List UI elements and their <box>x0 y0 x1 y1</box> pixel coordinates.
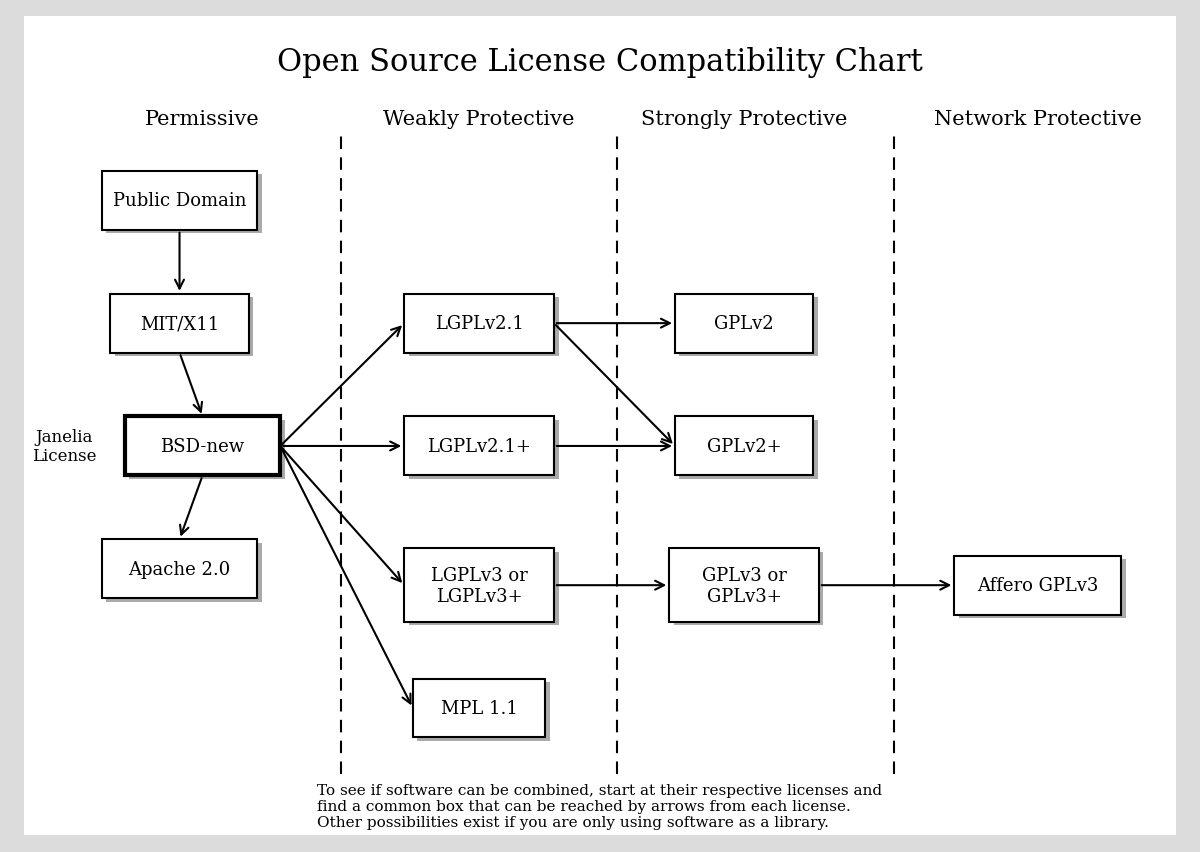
Text: LGPLv3 or
LGPLv3+: LGPLv3 or LGPLv3+ <box>431 566 528 605</box>
FancyBboxPatch shape <box>409 552 558 625</box>
FancyBboxPatch shape <box>674 294 814 354</box>
FancyBboxPatch shape <box>404 549 554 622</box>
FancyBboxPatch shape <box>679 420 817 479</box>
FancyBboxPatch shape <box>102 171 257 231</box>
Text: LGPLv2.1+: LGPLv2.1+ <box>427 437 530 456</box>
FancyBboxPatch shape <box>679 297 817 356</box>
FancyBboxPatch shape <box>409 420 558 479</box>
FancyBboxPatch shape <box>130 420 284 479</box>
Text: Affero GPLv3: Affero GPLv3 <box>977 577 1098 595</box>
FancyBboxPatch shape <box>413 679 545 738</box>
FancyBboxPatch shape <box>102 539 257 599</box>
Text: GPLv3 or
GPLv3+: GPLv3 or GPLv3+ <box>702 566 786 605</box>
FancyBboxPatch shape <box>404 294 554 354</box>
Text: Janelia
License: Janelia License <box>32 429 96 464</box>
Text: GPLv2: GPLv2 <box>714 314 774 333</box>
Text: Public Domain: Public Domain <box>113 192 246 210</box>
FancyBboxPatch shape <box>409 297 558 356</box>
FancyBboxPatch shape <box>418 682 550 741</box>
Text: GPLv2+: GPLv2+ <box>707 437 781 456</box>
FancyBboxPatch shape <box>674 417 814 476</box>
FancyBboxPatch shape <box>107 543 262 602</box>
Text: Open Source License Compatibility Chart: Open Source License Compatibility Chart <box>277 47 923 78</box>
Text: MPL 1.1: MPL 1.1 <box>440 699 517 717</box>
Text: Strongly Protective: Strongly Protective <box>641 110 847 129</box>
Text: Weakly Protective: Weakly Protective <box>383 110 575 129</box>
Text: MIT/X11: MIT/X11 <box>140 314 220 333</box>
FancyBboxPatch shape <box>115 297 253 356</box>
Text: Apache 2.0: Apache 2.0 <box>128 560 230 579</box>
FancyBboxPatch shape <box>404 417 554 476</box>
FancyBboxPatch shape <box>110 294 248 354</box>
FancyBboxPatch shape <box>24 17 1176 835</box>
Text: Permissive: Permissive <box>145 110 260 129</box>
Text: LGPLv2.1: LGPLv2.1 <box>434 314 523 333</box>
Text: To see if software can be combined, start at their respective licenses and
find : To see if software can be combined, star… <box>318 783 882 830</box>
FancyBboxPatch shape <box>125 417 281 476</box>
FancyBboxPatch shape <box>107 175 262 233</box>
Text: Network Protective: Network Protective <box>934 110 1141 129</box>
Text: BSD-new: BSD-new <box>161 437 245 456</box>
FancyBboxPatch shape <box>670 549 818 622</box>
FancyBboxPatch shape <box>673 552 823 625</box>
FancyBboxPatch shape <box>954 556 1121 615</box>
FancyBboxPatch shape <box>959 559 1126 619</box>
